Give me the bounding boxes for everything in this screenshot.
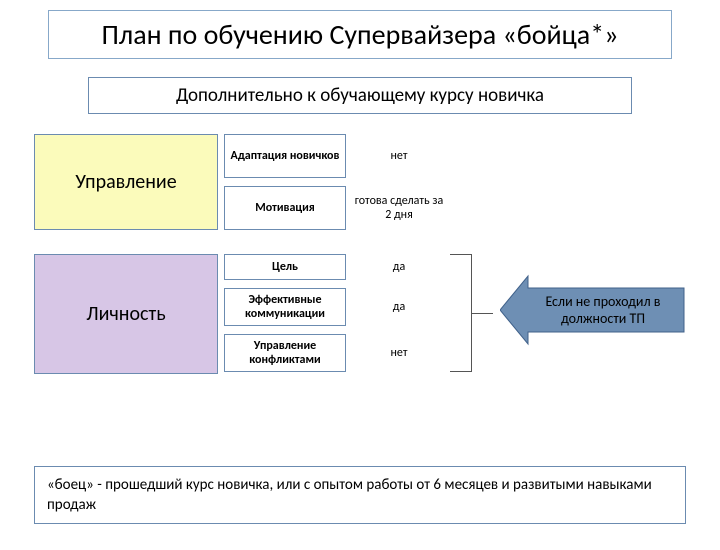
topic-goal: Цель <box>224 254 346 280</box>
arrow-label: Если не проходил в должности ТП <box>528 272 678 348</box>
answer-adaptation: нет <box>354 134 444 178</box>
answer-text: нет <box>391 149 408 163</box>
topic-label: Мотивация <box>255 201 315 215</box>
category-label: Управление <box>75 170 176 194</box>
topic-label: Цель <box>272 260 298 274</box>
diagram-area: Управление Личность Адаптация новичков М… <box>34 134 686 394</box>
category-label: Личность <box>86 302 165 326</box>
subtitle-text: Дополнительно к обучающему курсу новичка <box>176 84 544 107</box>
answer-text: да <box>393 260 405 274</box>
answer-text: готова сделать за 2 дня <box>354 194 444 223</box>
footnote-text: «боец» - прошедший курс новичка, или с о… <box>47 476 652 514</box>
topic-label: Эффективные коммуникации <box>229 293 341 322</box>
footnote-box: «боец» - прошедший курс новичка, или с о… <box>34 466 686 525</box>
category-management: Управление <box>34 134 218 230</box>
topic-conflicts: Управление конфликтами <box>224 334 346 372</box>
topic-adaptation: Адаптация новичков <box>224 134 346 178</box>
bracket-icon <box>450 254 472 372</box>
answer-communications: да <box>354 288 444 326</box>
title-text: План по обучению Супервайзера «бойца*» <box>102 17 619 52</box>
answer-conflicts: нет <box>354 334 444 372</box>
subtitle-box: Дополнительно к обучающему курсу новичка <box>88 77 632 114</box>
topic-communications: Эффективные коммуникации <box>224 288 346 326</box>
topic-label: Адаптация новичков <box>231 149 340 163</box>
arrow-label-text: Если не проходил в должности ТП <box>534 293 672 328</box>
answer-goal: да <box>354 254 444 280</box>
topic-label: Управление конфликтами <box>229 339 341 368</box>
answer-text: да <box>393 300 405 314</box>
answer-motivation: готова сделать за 2 дня <box>354 186 444 230</box>
answer-text: нет <box>391 346 408 360</box>
arrow-callout: Если не проходил в должности ТП <box>500 272 686 348</box>
category-personality: Личность <box>34 254 218 374</box>
topic-motivation: Мотивация <box>224 186 346 230</box>
title-box: План по обучению Супервайзера «бойца*» <box>48 10 672 59</box>
